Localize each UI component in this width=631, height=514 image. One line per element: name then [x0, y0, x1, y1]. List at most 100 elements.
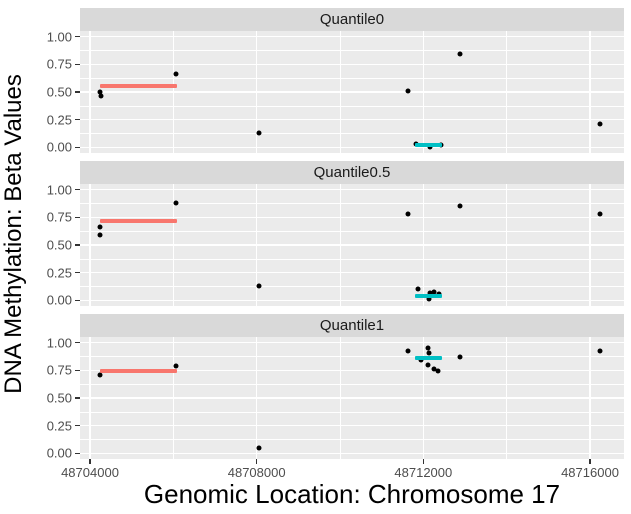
plot-panel	[80, 337, 624, 459]
gridline-major-y	[80, 35, 624, 38]
x-tick-mark	[256, 459, 258, 464]
facet-strip: Quantile1	[80, 314, 624, 337]
data-point	[426, 296, 432, 302]
dmr-segment	[414, 143, 442, 148]
facet-strip-label: Quantile1	[319, 317, 385, 334]
gridline-minor-y	[80, 439, 624, 441]
plot-panel	[80, 184, 624, 306]
facet-strip: Quantile0	[80, 8, 624, 31]
data-point	[426, 350, 432, 356]
plot-panel	[80, 31, 624, 153]
y-tick-mark	[75, 63, 80, 65]
data-point	[597, 121, 603, 127]
y-tick-mark	[75, 244, 80, 246]
gridline-major-y	[80, 397, 624, 399]
data-point	[256, 445, 262, 451]
gridline-minor-y	[80, 286, 624, 288]
gridline-minor-y	[80, 383, 624, 385]
gridline-major-y	[80, 91, 624, 93]
y-tick-label: 1.00	[46, 29, 72, 45]
data-point	[405, 211, 411, 217]
gridline-minor-y	[80, 50, 624, 51]
y-tick-label: 0.75	[46, 362, 72, 378]
x-tick-mark	[89, 459, 91, 464]
gridline-major-y	[80, 425, 624, 427]
dmr-segment	[100, 218, 178, 223]
x-tick-label: 48716000	[561, 465, 619, 480]
y-tick-mark	[75, 425, 80, 427]
data-point	[97, 89, 103, 95]
y-tick-mark	[75, 35, 80, 38]
y-tick-label: 0.50	[46, 84, 72, 100]
y-tick-mark	[75, 397, 80, 399]
data-point	[431, 366, 437, 372]
dmr-segment	[100, 84, 178, 89]
data-point	[431, 289, 437, 295]
gridline-major-y	[80, 369, 624, 371]
y-tick-mark	[75, 216, 80, 218]
data-point	[256, 283, 262, 289]
data-point	[436, 291, 442, 297]
x-tick-label: 48704000	[61, 465, 119, 480]
y-tick-label: 0.75	[46, 56, 72, 72]
y-tick-mark	[75, 299, 80, 302]
data-point	[173, 363, 179, 369]
data-point	[173, 200, 179, 206]
y-tick-label: 0.50	[46, 237, 72, 253]
gridline-minor-y	[80, 133, 624, 135]
y-tick-label: 0.25	[46, 265, 72, 281]
gridline-minor-y	[80, 356, 624, 357]
data-point	[256, 130, 262, 136]
gridline-major-y	[80, 452, 624, 455]
data-point	[425, 345, 431, 351]
dmr-segment	[414, 294, 442, 299]
y-tick-label: 0.25	[46, 112, 72, 128]
y-tick-label: 0.75	[46, 209, 72, 225]
y-tick-label: 0.25	[46, 418, 72, 434]
y-tick-label: 0.50	[46, 390, 72, 406]
gridline-major-y	[80, 146, 624, 149]
y-tick-label: 0.00	[46, 292, 72, 308]
data-point	[415, 286, 421, 292]
data-point	[98, 93, 104, 99]
x-tick-label: 48708000	[227, 465, 286, 480]
facet-strip: Quantile0.5	[80, 161, 624, 184]
data-point	[97, 372, 103, 378]
data-point	[435, 368, 441, 374]
y-tick-mark	[75, 188, 80, 191]
gridline-major-y	[80, 119, 624, 121]
data-point	[457, 203, 463, 209]
y-tick-label: 0.00	[46, 445, 72, 461]
y-tick-mark	[75, 369, 80, 371]
data-point	[425, 362, 430, 368]
gridline-minor-y	[80, 77, 624, 79]
data-point	[405, 88, 411, 94]
data-point	[97, 232, 103, 238]
data-point	[97, 224, 103, 230]
gridline-minor-y	[80, 230, 624, 232]
dmr-segment	[414, 356, 442, 361]
y-tick-mark	[75, 146, 80, 149]
gridline-major-y	[80, 63, 624, 65]
data-point	[597, 211, 603, 217]
data-point	[418, 357, 424, 363]
facet-strip-label: Quantile0	[319, 11, 385, 28]
y-tick-label: 0.00	[46, 139, 72, 155]
y-tick-label: 1.00	[46, 182, 72, 198]
data-point	[173, 71, 179, 77]
y-tick-mark	[75, 452, 80, 455]
gridline-minor-y	[80, 258, 624, 260]
y-tick-mark	[75, 341, 80, 344]
gridline-minor-y	[80, 105, 624, 107]
gridline-major-y	[80, 244, 624, 246]
data-point	[457, 354, 463, 360]
data-point	[427, 290, 433, 296]
y-tick-mark	[75, 91, 80, 93]
gridline-minor-y	[80, 203, 624, 204]
gridline-minor-y	[80, 411, 624, 413]
gridline-major-y	[80, 188, 624, 191]
y-tick-label: 1.00	[46, 335, 72, 351]
x-tick-label: 48712000	[394, 465, 453, 480]
y-tick-mark	[75, 272, 80, 274]
data-point	[457, 51, 463, 57]
